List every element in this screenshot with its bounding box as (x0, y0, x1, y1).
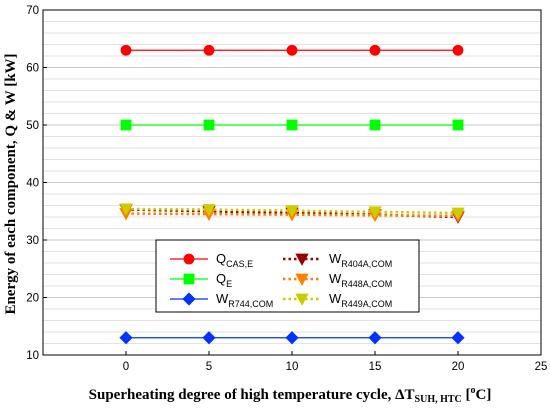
data-point-wr744 (285, 331, 299, 345)
x-axis-title-unit-post: C] (476, 387, 492, 403)
x-axis-title-main: Superheating degree of high temperature … (89, 387, 415, 403)
series-qe (120, 119, 464, 131)
data-point-wr449a (202, 204, 216, 217)
data-point-qcas (120, 44, 132, 56)
y-tick-label: 70 (26, 5, 39, 17)
data-point-qcas (203, 44, 215, 56)
x-tick-label: 5 (206, 361, 212, 373)
data-point-wr744 (451, 331, 465, 345)
data-point-qcas (369, 44, 381, 56)
y-axis-title: Energy of each component, Q & W [kW] (3, 53, 19, 314)
tick-layer: 10 20 30 40 50 60 70 0 5 10 15 20 25 (26, 5, 547, 373)
data-point-wr449a (451, 207, 465, 220)
y-tick-label: 50 (26, 120, 39, 132)
y-tick-label: 30 (26, 235, 39, 247)
legend-marker (295, 253, 309, 266)
x-tick-label: 0 (123, 361, 129, 373)
legend-marker (182, 292, 196, 306)
series-qcas (120, 44, 464, 56)
x-axis-title: Superheating degree of high temperature … (89, 385, 492, 405)
legend-item-wr404a: WR404A,COM (283, 251, 392, 269)
y-tick-label: 20 (26, 293, 39, 305)
legend-marker (295, 293, 309, 306)
legend-label: QE (216, 271, 232, 289)
legend-marker (183, 253, 195, 265)
legend-box (155, 239, 420, 313)
legend-label: WR449A,COM (329, 291, 392, 309)
data-point-qe (452, 119, 464, 131)
x-axis-title-sub: SUH, HTC (415, 394, 462, 405)
legend-item-wr744: WR744,COM (170, 291, 273, 309)
y-tick-label: 40 (26, 178, 39, 190)
legend-label: WR448A,COM (329, 271, 392, 289)
data-point-wr449a (368, 206, 382, 219)
legend-label: WR744,COM (216, 291, 273, 309)
x-tick-label: 25 (535, 361, 548, 373)
x-tick-label: 20 (452, 361, 465, 373)
legend-marker (295, 273, 309, 286)
legend-item-wr448a: WR448A,COM (283, 271, 392, 289)
legend-label: QCAS,E (216, 251, 253, 269)
data-point-qcas (286, 44, 298, 56)
legend: QCAS,E QE WR744,COM WR404A,COM WR448A,COM WR4… (155, 239, 420, 313)
data-point-wr744 (368, 331, 382, 345)
data-point-qe (286, 119, 298, 131)
y-tick-label: 60 (26, 63, 39, 75)
data-point-wr744 (202, 331, 216, 345)
legend-marker (183, 273, 195, 285)
y-tick-label: 10 (26, 350, 39, 362)
x-axis-title-unit-pre: [ (462, 387, 471, 403)
data-point-qe (120, 119, 132, 131)
data-point-qe (203, 119, 215, 131)
x-tick-label: 15 (369, 361, 382, 373)
series-layer (119, 44, 465, 345)
data-point-wr744 (119, 331, 133, 345)
data-point-wr449a (119, 203, 133, 216)
series-wr744 (119, 331, 465, 345)
x-tick-label: 10 (286, 361, 299, 373)
data-point-qe (369, 119, 381, 131)
legend-label: WR404A,COM (329, 251, 392, 269)
series-wr449a (119, 203, 465, 220)
x-axis-title-unit-sup: o (471, 385, 476, 396)
data-point-wr449a (285, 205, 299, 218)
legend-item-wr449a: WR449A,COM (283, 291, 392, 309)
legend-item-qe: QE (170, 271, 232, 289)
data-point-qcas (452, 44, 464, 56)
legend-items: QCAS,E QE WR744,COM WR404A,COM WR448A,COM WR4… (170, 251, 392, 309)
legend-item-qcas: QCAS,E (170, 251, 253, 269)
